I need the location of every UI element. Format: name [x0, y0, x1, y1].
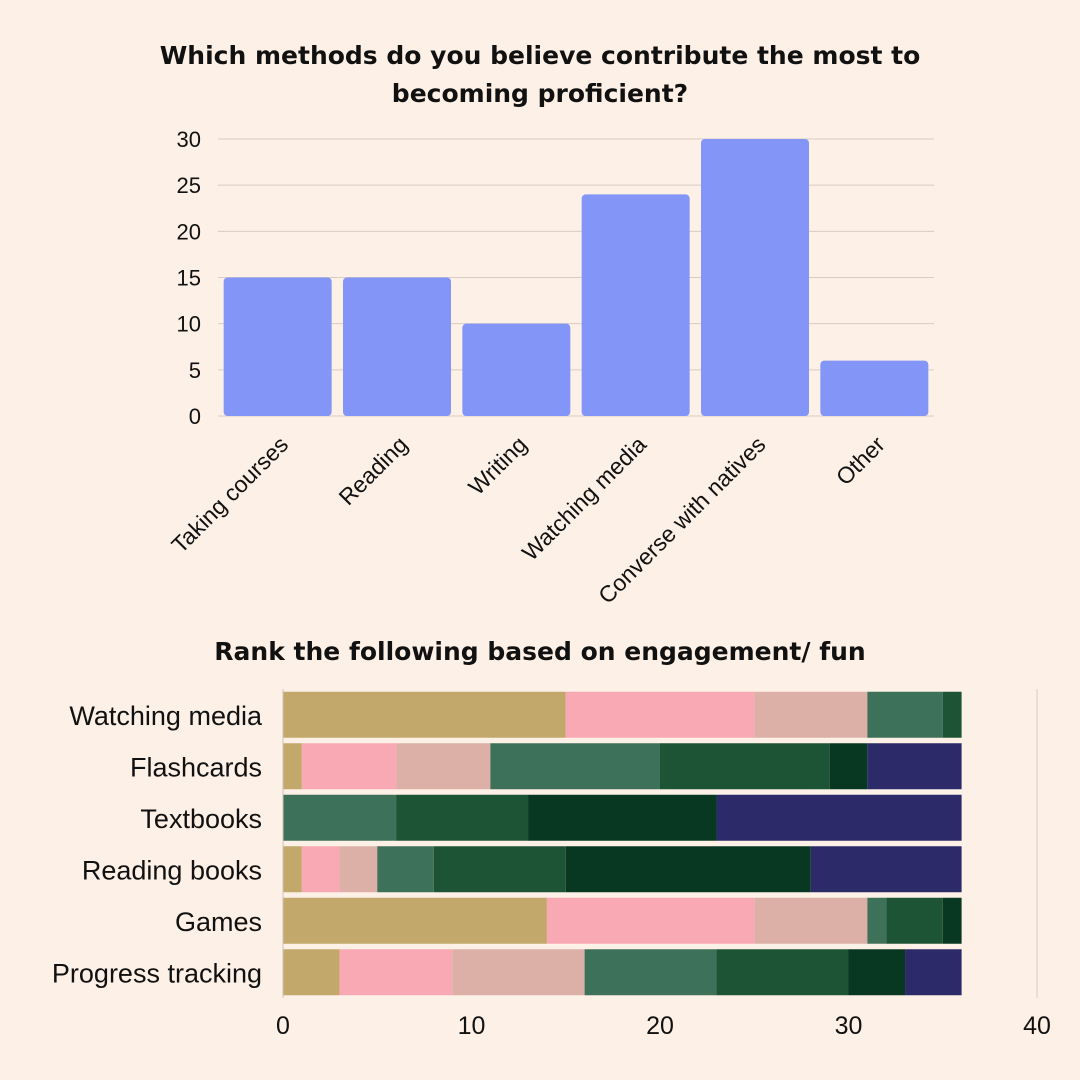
chart2-segment — [396, 743, 491, 790]
chart1-bar — [462, 323, 571, 416]
chart1-xtick-label: Taking courses — [166, 431, 293, 558]
chart2-segment — [867, 743, 962, 790]
chart2-xtick-label: 40 — [1023, 1012, 1051, 1040]
chart2-segment — [716, 949, 849, 996]
chart2-segment — [283, 743, 302, 790]
chart2-segment — [886, 897, 943, 944]
chart1-plot: 0 5 10 15 20 25 30 Taking courses Reading Writing… — [166, 127, 934, 609]
chart2-segment — [377, 846, 434, 893]
chart1-bar — [820, 360, 929, 416]
chart2-segment — [565, 846, 811, 893]
chart2-segment — [867, 897, 887, 944]
chart2-segment — [452, 949, 585, 996]
chart2-xtick-label: 0 — [276, 1012, 290, 1040]
chart2-row-label: Games — [175, 907, 262, 937]
chart1-title-line1: Which methods do you believe contribute … — [160, 41, 921, 70]
chart2-row-label: Flashcards — [130, 752, 262, 782]
chart1-bar — [701, 139, 809, 416]
chart2-segment — [396, 794, 529, 841]
chart2-segment — [283, 794, 397, 841]
chart1-title-line2: becoming proficient? — [392, 79, 688, 108]
chart2-segment — [490, 743, 660, 790]
chart2-row-label: Progress tracking — [52, 958, 262, 988]
chart2-row-label: Reading books — [82, 855, 262, 885]
chart2-segment — [810, 846, 962, 893]
chart1-xtick-label: Writing — [463, 431, 532, 500]
chart1-bar — [343, 277, 451, 416]
chart1-xtick-label: Other — [831, 431, 890, 490]
chart2-row-label: Textbooks — [140, 804, 262, 834]
chart2-xtick-label: 20 — [646, 1012, 674, 1040]
chart2-segment — [905, 949, 962, 996]
chart2-plot: 0 10 20 30 40 Watching media Flashcards Textboo… — [52, 689, 1051, 1040]
chart2-segment — [283, 846, 302, 893]
chart1-ytick-label: 0 — [189, 404, 201, 429]
chart2-segment — [829, 743, 868, 790]
chart2-segment — [716, 794, 962, 841]
chart1-ytick-label: 15 — [177, 266, 201, 291]
chart1-ytick-label: 30 — [177, 127, 201, 152]
chart1-ytick-label: 5 — [189, 358, 201, 383]
chart2-segment — [339, 949, 453, 996]
chart2-segment — [754, 691, 868, 738]
chart2-segment — [283, 691, 566, 738]
chart1-ytick-label: 20 — [177, 219, 201, 244]
chart1-xtick-label: Watching media — [517, 431, 652, 566]
chart2-segment — [942, 897, 962, 944]
chart2-segment — [301, 846, 340, 893]
chart2-segment — [565, 691, 755, 738]
chart2-xtick-label: 10 — [458, 1012, 486, 1040]
chart2-segment — [283, 949, 340, 996]
chart2-segment — [546, 897, 755, 944]
chart1-ytick-label: 10 — [177, 312, 201, 337]
chart2-title: Rank the following based on engagement/ … — [214, 637, 865, 666]
chart2-segment — [301, 743, 397, 790]
chart2-segment — [867, 691, 943, 738]
chart2-segment — [339, 846, 378, 893]
chart1-bar — [581, 194, 690, 416]
chart2-xtick-label: 30 — [835, 1012, 863, 1040]
chart2-segment — [283, 897, 547, 944]
chart2-segment — [584, 949, 717, 996]
chart2-segment — [942, 691, 962, 738]
chart2-segment — [433, 846, 566, 893]
chart2-row-label: Watching media — [69, 701, 263, 731]
chart1-ytick-label: 25 — [177, 173, 201, 198]
chart1-xtick-label: Reading — [334, 431, 413, 510]
chart2-segment — [848, 949, 906, 996]
chart1-bar — [223, 277, 332, 416]
chart2-segment — [528, 794, 717, 841]
chart2-segment — [660, 743, 830, 790]
chart2-segment — [754, 897, 868, 944]
